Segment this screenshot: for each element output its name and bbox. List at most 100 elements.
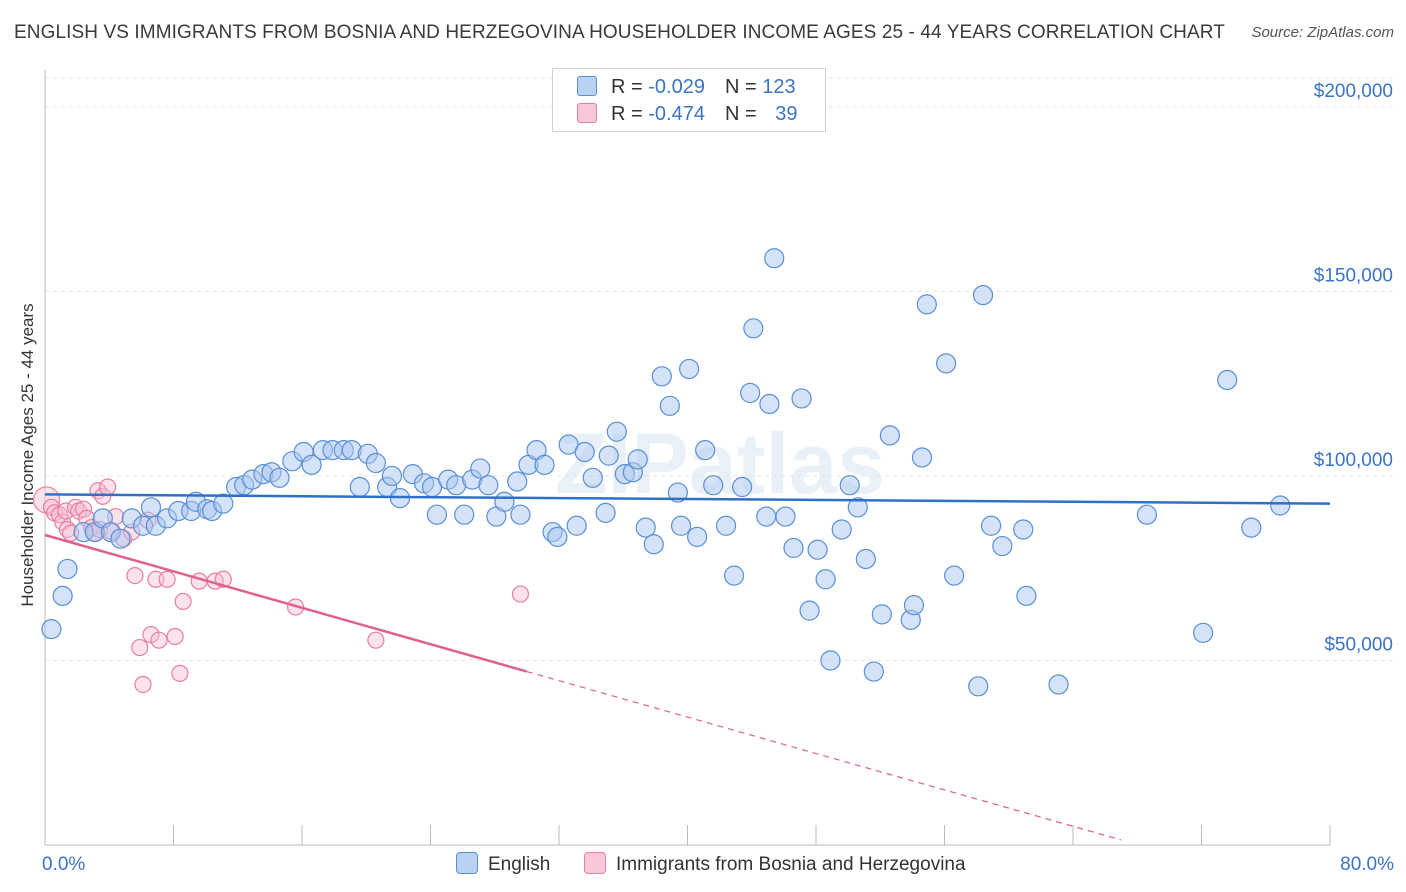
english-r-label: R =	[611, 76, 649, 98]
axes	[44, 70, 1331, 846]
english-point	[756, 506, 777, 527]
english-point	[871, 604, 892, 625]
english-point	[494, 491, 515, 512]
english-point	[972, 285, 994, 306]
english-point	[992, 535, 1013, 557]
bosnia-point	[94, 487, 112, 505]
english-point	[507, 471, 528, 492]
bosnia-n-label: N =	[724, 103, 763, 125]
english-point	[820, 650, 841, 671]
english-point	[269, 467, 290, 488]
bosnia-point	[511, 585, 530, 603]
english-point	[598, 445, 619, 466]
english-point	[879, 425, 900, 446]
english-legend-label: English	[488, 854, 551, 875]
english-point	[791, 388, 812, 409]
bosnia-legend-swatch	[584, 852, 606, 874]
english-point	[743, 318, 764, 339]
english-point	[574, 441, 595, 463]
english-point	[606, 421, 627, 442]
gridlines	[45, 77, 1395, 661]
english-swatch	[577, 76, 597, 96]
x-tick-labels: 0.0% 80.0%	[42, 854, 1394, 875]
english-point	[815, 569, 836, 590]
english-point	[944, 565, 965, 586]
english-point	[1016, 585, 1037, 606]
english-point	[783, 537, 804, 559]
english-point	[807, 539, 828, 560]
y-tick-label: $200,000	[1314, 81, 1393, 102]
english-point	[57, 558, 78, 580]
english-point	[1217, 369, 1238, 391]
english-point	[667, 482, 688, 503]
y-tick-label: $150,000	[1314, 265, 1393, 286]
bosnia-swatch	[577, 103, 597, 123]
english-point	[1048, 674, 1069, 695]
english-point	[732, 476, 753, 498]
bosnia-point	[174, 592, 192, 611]
english-point	[903, 595, 925, 616]
english-trend-line	[44, 493, 1331, 505]
bosnia-legend-label: Immigrants from Bosnia and Herzegovina	[616, 854, 966, 875]
english-point	[839, 475, 860, 496]
english-point	[643, 534, 664, 555]
english-r-value: -0.029	[648, 76, 705, 98]
english-point	[775, 506, 796, 527]
bosnia-point	[126, 566, 144, 585]
bosnia-point	[158, 570, 176, 588]
english-point	[695, 440, 716, 461]
english-point	[41, 619, 62, 640]
english-n-value: 123	[762, 76, 796, 98]
english-point	[1241, 517, 1262, 538]
y-tick-label: $100,000	[1314, 450, 1393, 471]
english-legend-swatch	[456, 852, 478, 874]
english-point	[936, 353, 957, 374]
english-point	[547, 526, 568, 547]
english-point	[651, 366, 672, 387]
english-point	[670, 515, 692, 536]
bosnia-r-label: R =	[611, 103, 649, 125]
english-point	[659, 395, 680, 416]
bosnia-point	[57, 502, 75, 520]
english-point	[213, 493, 234, 514]
correlation-legend: R = -0.029 N = 123 R = -0.474 N = 39	[552, 68, 826, 132]
y-tick-labels: $50,000 $100,000 $150,000 $200,000	[1314, 81, 1393, 656]
english-point	[703, 475, 724, 496]
bosnia-point	[367, 631, 385, 649]
english-point	[627, 449, 648, 470]
english-point	[582, 467, 603, 488]
english-point	[140, 497, 162, 518]
english-point	[855, 548, 876, 570]
bosnia-point	[131, 638, 149, 657]
y-tick-label: $50,000	[1324, 634, 1393, 655]
english-point	[301, 454, 322, 475]
english-point	[365, 452, 386, 474]
bottom-legend-bosnia: Immigrants from Bosnia and Herzegovina	[584, 852, 966, 876]
english-point	[831, 519, 852, 540]
bosnia-point	[74, 500, 93, 518]
english-point	[687, 526, 708, 547]
english-point	[349, 476, 370, 498]
x-tick-label-min: 0.0%	[42, 854, 85, 875]
english-point	[454, 504, 475, 525]
english-point	[470, 458, 491, 479]
bosnia-point	[166, 627, 184, 646]
english-point	[715, 515, 737, 536]
english-point	[863, 661, 884, 682]
english-point	[381, 465, 403, 487]
source-credit: Source: ZipAtlas.com	[1251, 24, 1394, 41]
english-point	[799, 600, 820, 621]
legend-row-bosnia: R = -0.474 N = 39	[577, 103, 797, 126]
bosnia-n-value: 39	[775, 103, 798, 125]
english-n-label: N =	[724, 76, 763, 98]
bosnia-trend-line	[44, 533, 528, 673]
english-point	[534, 454, 555, 475]
english-point	[426, 504, 448, 525]
english-point	[1136, 504, 1157, 525]
english-point	[595, 502, 616, 523]
english-point	[110, 528, 131, 549]
english-point	[740, 382, 761, 404]
english-point	[847, 497, 868, 518]
english-point	[911, 447, 933, 468]
